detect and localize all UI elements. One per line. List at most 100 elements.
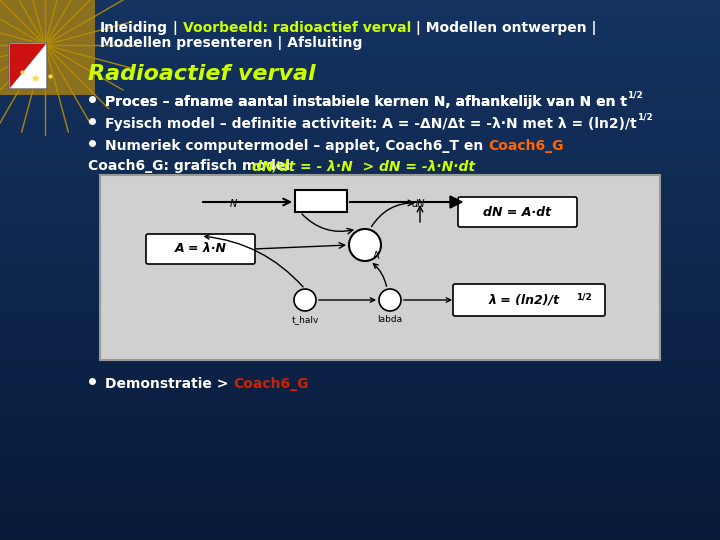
Bar	[0, 274, 720, 275]
Bar	[0, 310, 720, 311]
Bar	[0, 186, 720, 187]
Bar	[0, 5, 720, 6]
Text: A = λ·N: A = λ·N	[174, 242, 227, 255]
Bar	[0, 239, 720, 240]
Bar	[0, 97, 720, 98]
Bar	[0, 328, 720, 329]
Bar	[0, 409, 720, 410]
Bar	[0, 290, 720, 291]
Bar	[0, 55, 720, 56]
Bar	[0, 251, 720, 252]
Text: Radioactief verval: Radioactief verval	[88, 64, 315, 84]
Bar	[0, 6, 720, 7]
Bar	[0, 348, 720, 349]
Bar	[0, 199, 720, 200]
Bar	[0, 460, 720, 461]
Bar	[0, 478, 720, 479]
Bar	[0, 51, 720, 52]
FancyBboxPatch shape	[458, 197, 577, 227]
Bar	[0, 489, 720, 490]
Bar	[0, 253, 720, 254]
Bar	[0, 153, 720, 154]
Bar	[0, 165, 720, 166]
Bar	[0, 1, 720, 2]
Bar	[0, 447, 720, 448]
Bar	[0, 95, 720, 96]
Bar	[0, 279, 720, 280]
Bar	[0, 86, 720, 87]
Bar	[0, 169, 720, 170]
Bar	[0, 174, 720, 175]
Bar	[0, 112, 720, 113]
Bar	[0, 356, 720, 357]
Bar	[0, 352, 720, 353]
Bar	[0, 402, 720, 403]
Bar	[0, 26, 720, 27]
Bar	[0, 247, 720, 248]
Text: Coach6_G: Coach6_G	[233, 377, 309, 391]
Bar	[0, 201, 720, 202]
Bar	[0, 383, 720, 384]
Bar	[0, 497, 720, 498]
Bar	[0, 386, 720, 387]
Circle shape	[294, 289, 316, 311]
Bar	[0, 208, 720, 209]
Bar	[0, 223, 720, 224]
Bar	[0, 75, 720, 76]
Bar	[0, 367, 720, 368]
Bar	[0, 9, 720, 10]
Bar	[0, 511, 720, 512]
Bar	[0, 87, 720, 88]
Bar	[0, 111, 720, 112]
Bar	[0, 391, 720, 392]
Bar	[0, 529, 720, 530]
Bar	[0, 161, 720, 162]
Bar	[0, 181, 720, 182]
Bar	[0, 68, 720, 69]
Bar	[0, 128, 720, 129]
Bar	[0, 225, 720, 226]
Bar	[0, 49, 720, 50]
Bar	[0, 203, 720, 204]
Bar	[0, 528, 720, 529]
Bar	[0, 471, 720, 472]
Bar	[0, 250, 720, 251]
Bar	[0, 98, 720, 99]
Bar	[0, 534, 720, 535]
Bar	[0, 317, 720, 318]
Bar	[0, 116, 720, 117]
Bar	[0, 509, 720, 510]
Bar	[0, 318, 720, 319]
Bar	[0, 240, 720, 241]
Bar	[0, 25, 720, 26]
Bar	[0, 164, 720, 165]
Bar	[0, 425, 720, 426]
Bar	[0, 48, 720, 49]
Bar	[0, 313, 720, 314]
Bar	[0, 322, 720, 323]
Bar	[0, 381, 720, 382]
Bar	[0, 523, 720, 524]
Bar	[0, 472, 720, 473]
Polygon shape	[10, 44, 46, 88]
Bar	[0, 191, 720, 192]
Bar	[0, 527, 720, 528]
Bar	[0, 93, 720, 94]
FancyBboxPatch shape	[146, 234, 255, 264]
Bar	[0, 90, 720, 91]
Bar	[0, 394, 720, 395]
Bar	[0, 221, 720, 222]
Bar	[0, 278, 720, 279]
Bar	[0, 427, 720, 428]
Bar	[0, 214, 720, 215]
Bar	[0, 19, 720, 20]
Bar	[0, 143, 720, 144]
Bar	[0, 284, 720, 285]
Bar	[0, 293, 720, 294]
Bar	[0, 522, 720, 523]
Bar	[0, 71, 720, 72]
Bar	[0, 275, 720, 276]
Bar	[0, 395, 720, 396]
Bar	[0, 217, 720, 218]
Bar	[0, 224, 720, 225]
